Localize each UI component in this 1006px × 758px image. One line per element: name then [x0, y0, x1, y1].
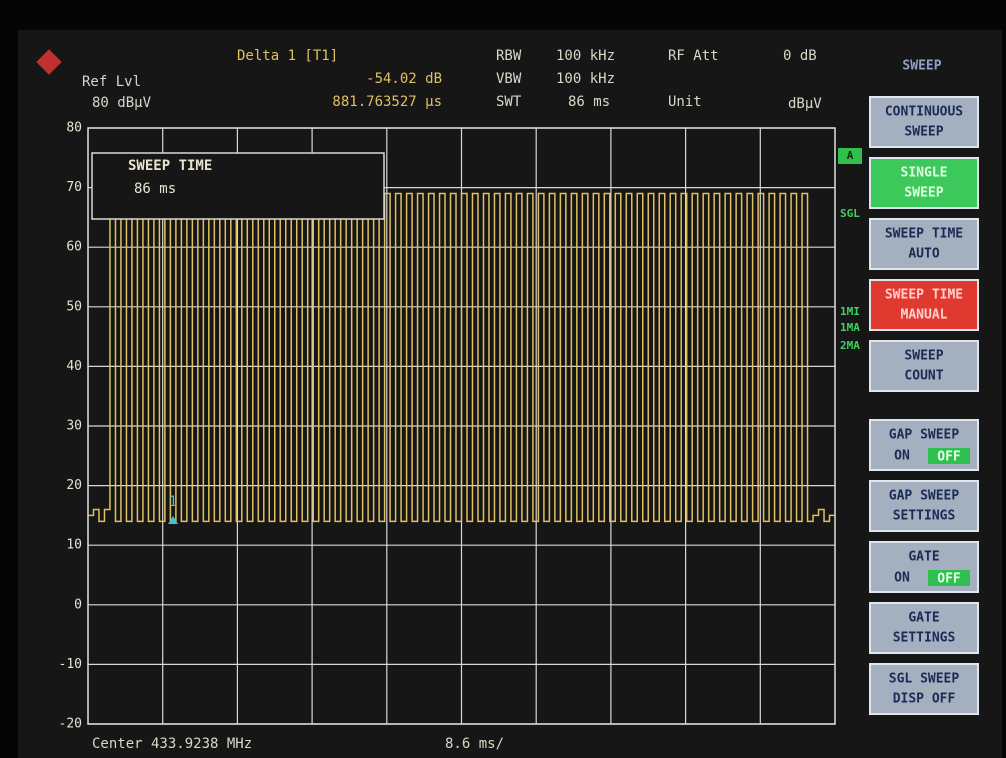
y-tick-label: -10 [59, 657, 82, 672]
softkey[interactable]: SWEEP TIME AUTO [869, 218, 979, 270]
swt-value: 86 ms [568, 94, 610, 110]
trace [88, 192, 835, 523]
softkey[interactable]: GATE SETTINGS [869, 602, 979, 654]
softkey-face [869, 340, 979, 392]
indicator-box [838, 148, 862, 164]
softkey-face [869, 480, 979, 532]
indicator-a: A [847, 149, 854, 162]
softkey-label: CONTINUOUS [885, 105, 963, 120]
ref-lvl: Ref Lvl [82, 74, 141, 90]
rbw-value: 100 kHz [556, 48, 615, 64]
softkey-active [928, 570, 970, 586]
softkey[interactable]: SWEEP TIME MANUAL [869, 279, 979, 331]
softkey-label: GAP SWEEP [889, 489, 960, 504]
y-tick-label: 0 [74, 597, 82, 612]
marker-time: 881.763527 µs [332, 94, 442, 110]
softkey-option: ON [894, 571, 910, 586]
softkey-option: OFF [937, 450, 961, 465]
softkey-face [869, 157, 979, 209]
softkey-label: DISP OFF [893, 692, 956, 707]
softkey-label: COUNT [904, 369, 943, 384]
softkey-label: SGL SWEEP [889, 672, 960, 687]
softkey-face [869, 663, 979, 715]
y-tick-label: 20 [66, 478, 82, 493]
edit-title: SWEEP TIME [128, 158, 212, 174]
indicators: A SGL 1MI 1MA 2MA [838, 148, 862, 352]
softkey-face [869, 541, 979, 593]
softkey-label: GAP SWEEP [889, 428, 960, 443]
y-tick-label: 30 [66, 419, 82, 434]
marker-level: -54.02 dB [366, 71, 442, 87]
softkey-label: GATE [908, 550, 939, 565]
indicator-trace: 2MA [840, 339, 860, 352]
softkey-label: SWEEP [904, 125, 943, 140]
marker-symbol [168, 516, 178, 524]
softkey-label: SWEEP TIME [885, 227, 963, 242]
softkey[interactable]: SINGLE SWEEP [869, 157, 979, 209]
softkey-face [869, 279, 979, 331]
softkey-face [869, 602, 979, 654]
plot: -20 -10 0 10 20 30 40 50 60 70 80 [59, 121, 836, 732]
y-tick-label: -20 [59, 717, 82, 732]
y-tick-label: 70 [66, 180, 82, 195]
y-tick-label: 50 [66, 299, 82, 314]
y-tick-label: 10 [66, 538, 82, 553]
marker-label: 1 [169, 494, 177, 510]
softkey-label: SWEEP [904, 186, 943, 201]
rf-att-label: RF Att [668, 48, 719, 64]
rbw-label: RBW [496, 48, 522, 64]
marker-title: Delta 1 [T1] [237, 48, 338, 64]
span: 8.6 ms/ [445, 736, 504, 752]
indicator-sgl: SGL [840, 207, 860, 220]
softkey[interactable]: SGL SWEEP DISP OFF [869, 663, 979, 715]
softkey-label: MANUAL [901, 308, 948, 323]
indicator-trace: 1MI [840, 305, 860, 318]
edit-frame [91, 152, 385, 220]
edit-box: SWEEP TIME 86 ms [91, 152, 385, 220]
softkey[interactable]: GAP SWEEP SETTINGS [869, 480, 979, 532]
rf-att-value: 0 dB [783, 48, 817, 64]
softkey[interactable]: GATE ON OFF [869, 541, 979, 593]
softkey[interactable]: CONTINUOUS SWEEP [869, 96, 979, 148]
softkey[interactable]: SWEEP COUNT [869, 340, 979, 392]
unit-label: Unit [668, 94, 702, 110]
y-tick-label: 40 [66, 359, 82, 374]
softkey-label: SINGLE [901, 166, 948, 181]
y-tick-label: 60 [66, 240, 82, 255]
softkey-label: AUTO [908, 247, 939, 262]
edit-value: 86 ms [134, 181, 176, 197]
center-freq: Center 433.9238 MHz [92, 736, 252, 752]
softkey-face [869, 218, 979, 270]
softkey-option: OFF [937, 572, 961, 587]
logo [36, 49, 62, 75]
indicator-trace: 1MA [840, 321, 860, 334]
unit-value: dBµV [788, 96, 822, 112]
softkey-face [869, 96, 979, 148]
side-title: SWEEP [902, 59, 941, 74]
vbw-value: 100 kHz [556, 71, 615, 87]
softkey-label: SWEEP TIME [885, 288, 963, 303]
swt-label: SWT [496, 94, 522, 110]
ref-value: 80 dBµV [92, 95, 152, 111]
softkey-label: SETTINGS [893, 631, 956, 646]
softkey-active [928, 448, 970, 464]
vbw-label: VBW [496, 71, 522, 87]
y-tick-label: 80 [66, 121, 82, 136]
softkeys: CONTINUOUS SWEEP SINGLE SWEEP SWEEP TIME AUTO… [869, 96, 979, 715]
softkey-label: SWEEP [904, 349, 943, 364]
softkey-label: GATE [908, 611, 939, 626]
softkey[interactable]: GAP SWEEP ON OFF [869, 419, 979, 471]
softkey-option: ON [894, 449, 910, 464]
softkey-label: SETTINGS [893, 509, 956, 524]
